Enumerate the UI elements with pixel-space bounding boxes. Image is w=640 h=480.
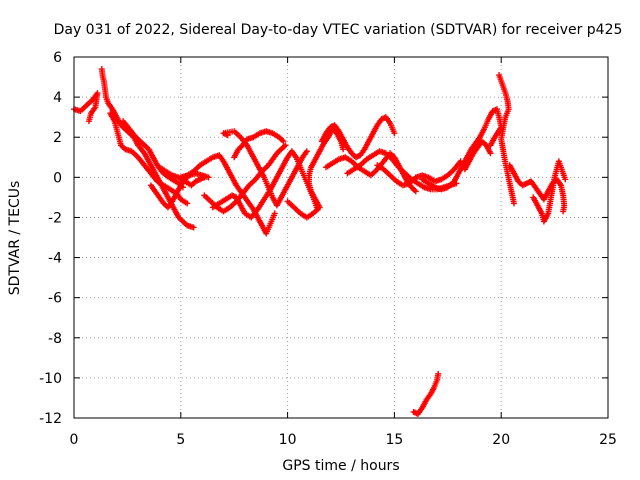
y-tick-label: -8 — [48, 331, 62, 347]
data-series — [410, 370, 442, 417]
data-series — [318, 114, 398, 161]
y-axis-label: SDTVAR / TECUs — [7, 181, 23, 296]
data-point — [190, 224, 197, 231]
data-point — [560, 208, 567, 215]
data-series — [120, 118, 186, 191]
data-point — [487, 150, 494, 157]
data-point — [412, 188, 419, 195]
x-tick-label: 15 — [385, 432, 403, 448]
y-tick-label: -12 — [39, 411, 62, 427]
data-point — [282, 142, 289, 149]
x-tick-label: 10 — [279, 432, 297, 448]
plot-frame — [73, 56, 609, 419]
data-point — [391, 130, 398, 137]
data-series — [177, 152, 278, 237]
data-series — [530, 158, 569, 225]
x-axis-label: GPS time / hours — [282, 458, 399, 474]
y-tick-label: -4 — [48, 251, 62, 267]
data-series — [496, 72, 518, 207]
y-tick-label: 0 — [53, 170, 62, 186]
x-tick-label: 20 — [492, 432, 510, 448]
data-point — [511, 200, 518, 207]
data-series — [71, 90, 101, 125]
data-point — [184, 200, 191, 207]
data-series — [374, 158, 464, 189]
data-series — [231, 128, 287, 161]
y-tick-label: 4 — [53, 90, 62, 106]
data-point — [562, 176, 569, 183]
y-tick-label: -6 — [48, 291, 62, 307]
x-tick-label: 0 — [70, 432, 79, 448]
grid — [74, 57, 608, 418]
data-points — [71, 66, 569, 417]
data-series — [220, 128, 310, 209]
data-series — [201, 142, 289, 215]
axis-ticks: 0 5 10 15 20 25 -12 -10 -8 -6 -4 -2 0 2 4 6 — [39, 50, 617, 448]
data-point — [303, 148, 310, 155]
chart-title: Day 031 of 2022, Sidereal Day-to-day VTE… — [54, 22, 623, 38]
data-point — [435, 370, 442, 377]
y-tick-label: -10 — [39, 371, 62, 387]
y-tick-label: 2 — [53, 130, 62, 146]
y-tick-label: 6 — [53, 50, 62, 66]
x-tick-label: 5 — [176, 432, 185, 448]
data-series — [506, 162, 568, 215]
y-tick-label: -2 — [48, 210, 62, 226]
data-point — [280, 138, 287, 145]
data-point — [85, 118, 92, 125]
x-tick-label: 25 — [599, 432, 617, 448]
data-point — [271, 210, 278, 217]
data-series — [419, 106, 505, 193]
data-point — [340, 146, 347, 153]
data-point — [201, 174, 208, 181]
data-series — [461, 138, 494, 173]
